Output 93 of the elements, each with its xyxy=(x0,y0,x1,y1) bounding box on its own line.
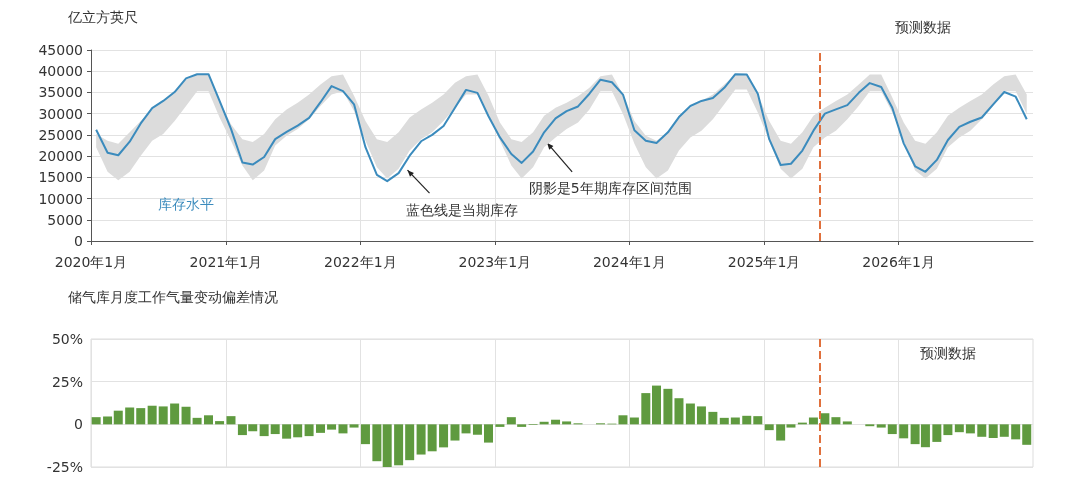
bar xyxy=(742,415,752,425)
bar xyxy=(450,424,460,441)
bar xyxy=(899,424,909,439)
bar xyxy=(842,421,852,425)
bar xyxy=(327,424,337,430)
bar xyxy=(977,424,987,437)
bar xyxy=(517,424,527,427)
bar xyxy=(764,424,774,431)
bar xyxy=(685,403,695,425)
bar xyxy=(181,406,191,425)
bar xyxy=(282,424,292,439)
y-tick-label: 35000 xyxy=(38,84,83,101)
bar xyxy=(506,417,516,425)
bar xyxy=(204,415,214,425)
bar xyxy=(113,410,123,425)
y-tick-label: 50% xyxy=(51,331,83,347)
bar xyxy=(484,424,493,443)
bar xyxy=(360,424,370,445)
x-tick-label: 2021年1月 xyxy=(189,254,263,270)
y-tick-label: 15000 xyxy=(38,169,83,186)
bar xyxy=(304,424,314,437)
bar xyxy=(338,424,348,434)
bar xyxy=(259,424,269,437)
y-tick-label: 25000 xyxy=(38,126,83,143)
x-tick-label: 2023年1月 xyxy=(458,254,532,270)
x-tick-label: 2026年1月 xyxy=(862,254,935,270)
x-tick-label: 2025年1月 xyxy=(727,254,801,270)
text: 预测数据 xyxy=(895,19,951,35)
y-tick-label: 0 xyxy=(74,233,83,249)
bar xyxy=(215,421,225,425)
bar xyxy=(394,424,404,466)
bar xyxy=(349,424,359,428)
bar xyxy=(270,424,280,435)
bar xyxy=(158,406,168,425)
annotation: 蓝色线是当期库存 xyxy=(405,202,518,219)
y-tick-label: 20000 xyxy=(38,148,83,165)
bar xyxy=(999,424,1009,437)
bar xyxy=(136,408,146,425)
y-tick-label: 30000 xyxy=(38,105,83,122)
bar xyxy=(708,411,718,425)
bar xyxy=(316,424,326,433)
bar xyxy=(91,417,101,425)
bar xyxy=(103,416,113,425)
bar xyxy=(876,424,886,428)
bar xyxy=(674,398,684,425)
bar xyxy=(932,424,942,442)
y-tick-label: 10000 xyxy=(38,190,83,207)
bar xyxy=(663,388,673,425)
bar xyxy=(651,385,661,425)
annotation: 阴影是5年期库存区间范围 xyxy=(528,179,692,196)
bar xyxy=(293,424,303,438)
bar xyxy=(1022,424,1032,445)
bar xyxy=(495,424,505,427)
bar xyxy=(147,405,157,425)
bar xyxy=(831,417,841,425)
y-axis-title: 亿立方英尺 xyxy=(67,9,138,25)
bar xyxy=(618,415,628,425)
bar xyxy=(170,403,180,425)
y-tick-label: -25% xyxy=(46,459,83,475)
bar xyxy=(988,424,998,438)
x-tick-label: 2022年1月 xyxy=(324,254,397,270)
x-tick-label: 2024年1月 xyxy=(592,254,666,270)
y-tick-label: 5000 xyxy=(47,211,83,228)
bar xyxy=(427,424,437,452)
x-tick-label: 2020年1月 xyxy=(54,254,128,270)
bar xyxy=(753,416,763,425)
bar xyxy=(372,424,382,462)
y-tick-label: 0 xyxy=(74,416,83,433)
bar xyxy=(641,393,651,425)
bar xyxy=(965,424,975,434)
bar xyxy=(226,416,236,425)
bar xyxy=(382,424,392,467)
bar xyxy=(820,413,830,425)
y-tick-label: 45000 xyxy=(38,42,83,58)
bar xyxy=(472,424,482,435)
bar xyxy=(439,424,449,448)
y-tick-label: 40000 xyxy=(38,63,83,80)
bar xyxy=(943,424,953,436)
bar xyxy=(1011,424,1021,440)
bar xyxy=(125,407,135,425)
bar xyxy=(405,424,415,461)
bar xyxy=(719,417,729,425)
y-tick-label: 25% xyxy=(51,373,83,390)
text: 库存水平 xyxy=(158,196,214,212)
bar xyxy=(416,424,426,455)
bar xyxy=(696,406,706,425)
bar xyxy=(461,424,471,434)
bar xyxy=(562,421,572,425)
bar xyxy=(954,424,964,433)
chart-title: 储气库月度工作气量变动偏差情况 xyxy=(68,289,278,305)
annotation: 预测数据 xyxy=(920,345,976,361)
bar xyxy=(887,424,897,435)
bar xyxy=(192,417,202,425)
